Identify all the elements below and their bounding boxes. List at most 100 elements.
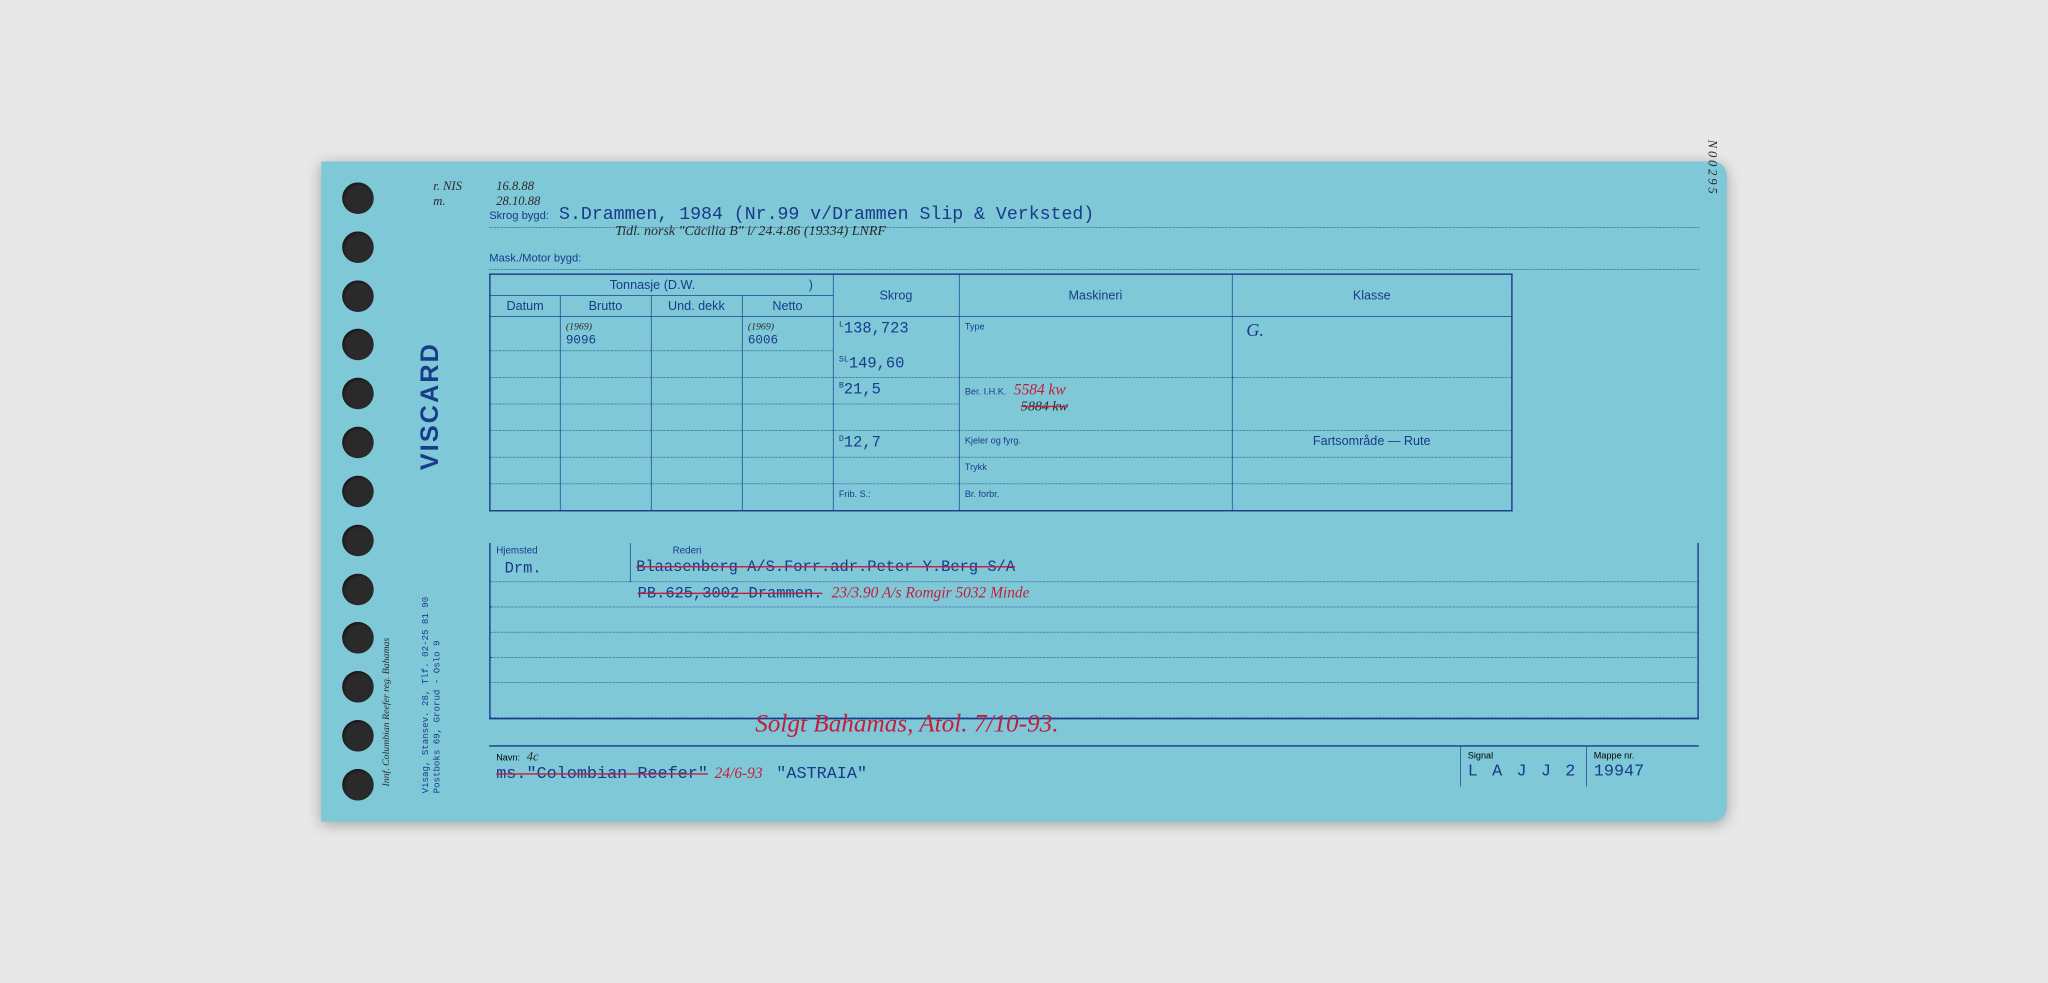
brutto-cell: (1969) 9096: [560, 317, 651, 351]
netto-cell: (1969) 6006: [742, 317, 833, 351]
skrog-header: Skrog: [833, 274, 959, 316]
farts-header: Fartsområde — Rute: [1232, 431, 1512, 458]
hjemsted-section: Hjemsted Drm. Rederi Blaasenberg A/S.For…: [489, 543, 1699, 719]
type-label: Type: [965, 321, 985, 332]
astraia: "ASTRAIA": [776, 765, 867, 784]
netto-header: Netto: [742, 296, 833, 317]
blank-line-3: [491, 658, 1698, 683]
ber-ihk-val: 5584 kw: [1014, 381, 1066, 399]
farts-blank-2: [1232, 484, 1512, 511]
skrog-bygd-value: S.Drammen, 1984 (Nr.99 v/Drammen Slip & …: [559, 203, 1094, 224]
data-row-3: B21,5 Ber. I.H.K. 5584 kw 5884 kw: [490, 377, 1512, 404]
br-cell: Br. forbr.: [959, 484, 1232, 511]
hole: [342, 769, 374, 801]
maskineri-header: Maskineri: [959, 274, 1232, 316]
hole: [342, 378, 374, 410]
B-val: 21,5: [844, 381, 881, 399]
rederi-text-1: Blaasenberg A/S.Forr.adr.Peter Y.Berg S/…: [636, 558, 1015, 576]
drm-value: Drm.: [491, 557, 630, 582]
main-data-table: Tonnasje (D.W. ) Skrog Maskineri Klasse …: [489, 273, 1512, 511]
brutto-val: 9096: [566, 334, 596, 348]
mask-motor-row: Mask./Motor bygd:: [489, 249, 1699, 270]
D-cell: D12,7: [833, 431, 959, 458]
klasse-cell: G.: [1232, 317, 1512, 378]
type-cell: Type: [959, 317, 1232, 378]
ship-record-card: VISCARD Visag, Stansev. 28, Tlf. 02-25 8…: [321, 161, 1727, 821]
klasse-header: Klasse: [1232, 274, 1512, 316]
publisher-line2: Postboks 69, Grorud - Oslo 9: [432, 374, 444, 794]
hole: [342, 280, 374, 312]
signal-val: L A J J 2: [1468, 762, 1578, 781]
blank-skrog-2: [833, 457, 959, 484]
trykk-label: Trykk: [965, 462, 987, 473]
netto-note: (1969): [748, 322, 774, 333]
navn-hand: 4c: [527, 749, 539, 763]
hole: [342, 525, 374, 557]
annotation-nis: r. NIS m.: [433, 179, 462, 208]
mappe-val: 19947: [1594, 762, 1644, 781]
blank-line-1: [491, 607, 1698, 632]
rederi-line-2: PB.625,3002 Drammen. 23/3.90 A/s Romgir …: [491, 582, 1698, 607]
hole: [342, 329, 374, 361]
hole: [342, 182, 374, 214]
record-number: N00295: [1705, 140, 1720, 197]
data-row-7: Frib. S.: Br. forbr.: [490, 484, 1512, 511]
rederi-line-1: Blaasenberg A/S.Forr.adr.Peter Y.Berg S/…: [631, 557, 1698, 582]
datum-header: Datum: [490, 296, 560, 317]
card-content: r. NIS m. 16.8.88 28.10.88 Skrog bygd: S…: [489, 182, 1699, 800]
hole: [342, 427, 374, 459]
hole: [342, 720, 374, 752]
hole: [342, 671, 374, 703]
br-label: Br. forbr.: [965, 488, 999, 499]
und-dekk-header: Und. dekk: [651, 296, 742, 317]
skrog-L-cell: L138,723 SL149,60: [833, 317, 959, 378]
tonnasje-close: ): [809, 278, 827, 293]
data-row-1: (1969) 9096 (1969) 6006 L138,723 SL149,6…: [490, 317, 1512, 351]
klasse-blank-1: [1232, 377, 1512, 430]
frib-cell: Frib. S.:: [833, 484, 959, 511]
signal-cell: Signal L A J J 2: [1461, 747, 1587, 787]
tonnasje-label: Tonnasje (D.W.: [610, 278, 695, 292]
data-row-6: Trykk: [490, 457, 1512, 484]
farts-blank-1: [1232, 457, 1512, 484]
hole: [342, 231, 374, 263]
rederi-label: Rederi: [631, 543, 1698, 557]
signal-label: Signal: [1468, 750, 1493, 761]
data-row-5: D12,7 Kjeler og fyrg. Fartsområde — Rute: [490, 431, 1512, 458]
blank-line-4: [491, 683, 1698, 718]
date1: 16.8.88: [496, 179, 534, 193]
ber-ihk-label: Ber. I.H.K.: [965, 386, 1006, 397]
side-publisher-info: Visag, Stansev. 28, Tlf. 02-25 81 90 Pos…: [420, 374, 444, 794]
binder-holes: [342, 182, 384, 800]
netto-val: 6006: [748, 334, 778, 348]
mappe-cell: Mappe nr. 19947: [1587, 747, 1699, 787]
hjemsted-label: Hjemsted: [491, 543, 630, 557]
blank-skrog-1: [833, 404, 959, 431]
navn-strike: ms."Colombian Reefer": [496, 765, 708, 784]
navn-label: Navn:: [496, 752, 520, 763]
tonnasje-header: Tonnasje (D.W. ): [490, 274, 833, 295]
tidl-note: Tidl. norsk "Cäcilia B" i/ 24.4.86 (1933…: [615, 223, 886, 239]
margin-note: Innf. Columbian Reefer reg. Bahamas: [381, 192, 392, 787]
kjeler-label: Kjeler og fyrg.: [965, 435, 1021, 446]
frib-label: Frib. S.:: [839, 488, 871, 499]
ber-ihk-strike: 5884 kw: [1021, 399, 1068, 414]
m-text: m.: [433, 194, 445, 208]
navn-cell: Navn: 4c ms."Colombian Reefer" 24/6-93 "…: [489, 747, 1461, 787]
datum-cell: [490, 317, 560, 351]
blank-line-2: [491, 633, 1698, 658]
kjeler-cell: Kjeler og fyrg.: [959, 431, 1232, 458]
nis-text: r. NIS: [433, 179, 462, 193]
navn-date: 24/6-93: [715, 764, 763, 782]
brutto-note: (1969): [566, 322, 592, 333]
table-header-row-1: Tonnasje (D.W. ) Skrog Maskineri Klasse: [490, 274, 1512, 295]
und-dekk-cell: [651, 317, 742, 351]
L-val: 138,723: [844, 320, 909, 338]
B-cell: B21,5: [833, 377, 959, 404]
skrog-bygd-label: Skrog bygd:: [489, 210, 549, 222]
hole: [342, 622, 374, 654]
publisher-line1: Visag, Stansev. 28, Tlf. 02-25 81 90: [420, 374, 432, 794]
mappe-label: Mappe nr.: [1594, 750, 1634, 761]
D-val: 12,7: [844, 434, 881, 452]
brutto-header: Brutto: [560, 296, 651, 317]
